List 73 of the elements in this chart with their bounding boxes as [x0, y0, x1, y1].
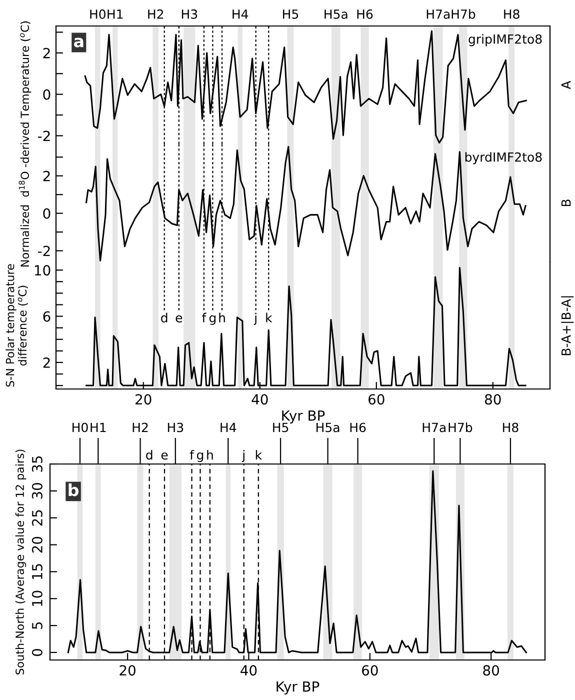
band-label: H4	[232, 10, 248, 19]
y-tick-label: 0	[43, 89, 50, 100]
x-tick-label: 40	[252, 394, 268, 405]
x-axis-title: Kyr BP	[276, 682, 320, 695]
band-label: H5a	[324, 10, 348, 19]
ref-line-label: h	[219, 312, 225, 322]
y-tick-label: 6	[43, 311, 50, 322]
ref-line-label: d	[146, 450, 152, 460]
band-label: H2	[148, 9, 164, 19]
x-tick-label: 80	[485, 394, 501, 405]
x-tick-label: 80	[483, 665, 499, 676]
y-tick-label: 35	[32, 456, 42, 472]
y2-axis-title: B-A+|B-A|	[561, 296, 574, 356]
ref-line-label: g	[196, 452, 204, 462]
y-tick-label: 10	[34, 265, 50, 276]
band-label: H0	[72, 422, 88, 432]
band-label: H1	[108, 10, 123, 19]
band-label: H7b	[452, 9, 476, 19]
y-axis-title: South-North (Average value for 12 pairs)	[15, 450, 26, 674]
y2-axis-title: B	[561, 200, 571, 206]
line-series	[86, 267, 526, 386]
band-label: H8	[503, 422, 518, 432]
x-tick-label: 60	[362, 665, 378, 676]
y-tick-label: 25	[32, 510, 42, 526]
annotation: a	[74, 38, 84, 48]
ref-line-label: f	[202, 312, 206, 322]
y-tick-label: 20	[32, 536, 42, 553]
y-tick-label: 0	[32, 648, 42, 656]
band-label: H3	[168, 422, 184, 432]
series-label: gripIMF2to8	[468, 34, 542, 46]
band-label: H3	[182, 9, 198, 19]
y-tick-label: -2	[38, 246, 50, 256]
ref-line-label: h	[207, 450, 213, 460]
ref-line-label: j	[254, 312, 256, 325]
band-label: H8	[504, 9, 520, 19]
band-label: H5a	[316, 422, 340, 432]
y-tick-label: -2	[38, 130, 50, 141]
y-tick-label: 2	[43, 48, 50, 58]
y-tick-label: 5	[32, 622, 42, 629]
y-tick-label: 2	[43, 170, 50, 182]
annotation: b	[68, 483, 79, 496]
band-label: H0	[90, 9, 106, 19]
ref-line-label: k	[266, 312, 272, 322]
y-tick-label: 15	[32, 564, 42, 580]
x-tick-label: 40	[240, 665, 257, 676]
band-label: H7a	[422, 422, 446, 432]
x-tick-label: 20	[120, 665, 136, 676]
y-tick-label: 2	[43, 357, 50, 368]
band-label: H5	[273, 422, 288, 432]
y2-axis-title: A	[561, 80, 571, 90]
ref-line-label: j	[242, 450, 244, 462]
x-tick-label: 20	[136, 394, 152, 405]
ref-line-label: d	[161, 312, 168, 322]
band-label: H4	[220, 422, 236, 432]
band-label: H1	[90, 422, 106, 432]
ref-line-label: e	[176, 315, 182, 322]
y-axis-title: Normalized d$^{18}$O -derived Temperature ($^{o}$C)	[18, 21, 32, 266]
y-tick-label: 30	[32, 483, 42, 499]
series-label: byrdIMF2to8	[465, 152, 542, 164]
y-tick-label: 0	[43, 208, 50, 219]
y-tick-label: 10	[32, 590, 42, 606]
band-label: H6	[350, 422, 366, 432]
x-axis-title: Kyr BP	[282, 410, 325, 424]
x-tick-label: 60	[368, 394, 384, 405]
band-label: H2	[132, 422, 148, 432]
band-label: H6	[357, 9, 373, 19]
ref-line-label: g	[209, 315, 216, 325]
band-label: H5	[283, 10, 298, 19]
ref-line-label: k	[256, 450, 262, 460]
ref-line-label: f	[190, 450, 194, 460]
band-label: H7a	[426, 10, 450, 19]
band-label: H7b	[448, 422, 472, 432]
ref-line-label: e	[161, 452, 168, 460]
